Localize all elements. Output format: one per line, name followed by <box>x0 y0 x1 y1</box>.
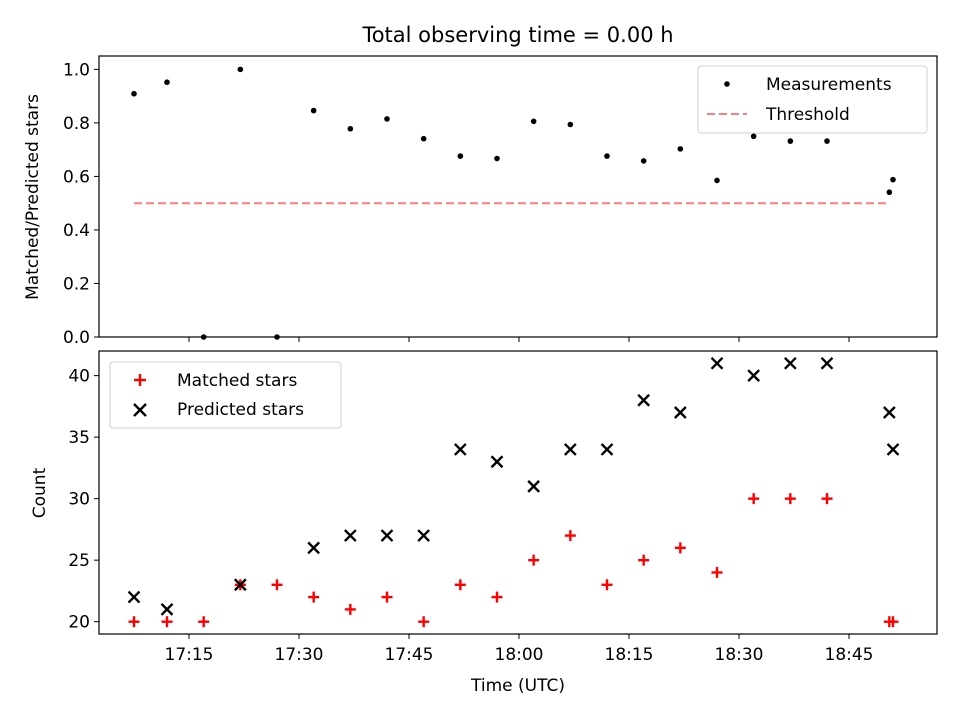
predicted-star-point <box>710 356 724 370</box>
top-y-tick-label: 0.4 <box>63 221 90 241</box>
predicted-star-point <box>563 443 577 456</box>
matched-star-point <box>887 616 899 628</box>
measurement-point <box>890 176 896 183</box>
bottom-y-tick-label: 25 <box>68 551 90 571</box>
measurement-point <box>714 177 720 184</box>
bottom-y-axis-label: Count <box>30 467 50 518</box>
matched-star-point <box>491 591 503 603</box>
measurement-point <box>604 153 610 159</box>
legend-measurements-label: Measurements <box>766 75 892 95</box>
legend-measurements-marker <box>724 81 730 87</box>
predicted-star-point <box>233 578 247 592</box>
measurement-point <box>640 158 647 164</box>
top-legend-frame <box>697 65 928 134</box>
predicted-star-point <box>600 443 614 456</box>
x-tick-label: 17:45 <box>385 645 434 665</box>
predicted-star-point <box>307 541 321 555</box>
top-y-tick-label: 0.6 <box>63 167 90 187</box>
measurement-point <box>164 79 170 86</box>
bottom-y-tick-label: 30 <box>68 490 90 510</box>
predicted-star-point <box>882 406 896 419</box>
predicted-star-point <box>343 529 357 542</box>
legend-predicted-marker <box>133 403 147 417</box>
measurement-point <box>886 189 893 196</box>
measurement-point <box>131 90 137 97</box>
matched-star-point <box>564 530 576 542</box>
bottom-y-tick-label: 40 <box>68 367 90 387</box>
measurement-point <box>347 125 354 132</box>
measurement-point <box>384 116 390 122</box>
x-tick-label: 18:00 <box>495 645 544 665</box>
chart-title: Total observing time = 0.00 h <box>361 23 673 47</box>
predicted-star-point <box>453 443 467 456</box>
top-y-tick-label: 1.0 <box>63 60 90 80</box>
matched-star-point <box>674 542 686 554</box>
matched-star-point <box>711 566 723 578</box>
measurement-point <box>420 135 427 142</box>
bottom-plot-area <box>127 356 900 628</box>
matched-star-point <box>748 493 760 505</box>
bottom-legend: Matched stars Predicted stars <box>109 361 342 429</box>
measurement-point <box>237 66 244 73</box>
measurement-point <box>567 121 574 128</box>
bottom-y-tick-label: 20 <box>68 613 90 633</box>
measurement-point <box>530 118 537 125</box>
x-tick-label: 17:15 <box>165 645 214 665</box>
matched-star-point <box>638 554 650 566</box>
measurement-point <box>310 107 317 114</box>
predicted-star-point <box>886 443 900 456</box>
matched-star-point <box>381 591 393 603</box>
matched-star-point <box>198 616 210 628</box>
matched-star-point <box>454 579 466 591</box>
matched-star-point <box>128 616 140 628</box>
x-axis-label: Time (UTC) <box>470 676 565 696</box>
legend-matched-label: Matched stars <box>177 371 297 391</box>
predicted-star-point <box>673 406 687 419</box>
x-tick-label: 18:15 <box>605 645 654 665</box>
bottom-y-tick-label: 35 <box>68 428 90 448</box>
matched-star-point <box>601 579 613 591</box>
bottom-axes-frame <box>98 350 938 635</box>
predicted-star-point <box>490 455 504 469</box>
matched-star-point <box>161 616 173 628</box>
matched-star-point <box>821 493 833 505</box>
top-y-tick-label: 0.0 <box>63 328 90 348</box>
measurement-point <box>750 133 757 140</box>
predicted-star-point <box>527 479 541 493</box>
predicted-star-point <box>637 393 651 407</box>
predicted-star-point <box>820 356 834 370</box>
x-tick-label: 18:30 <box>715 645 764 665</box>
x-tick-label: 17:30 <box>275 645 324 665</box>
predicted-star-point <box>417 529 431 542</box>
measurement-point <box>457 153 464 159</box>
top-plot-area <box>131 66 896 340</box>
matched-star-point <box>271 579 283 591</box>
measurement-point <box>677 146 684 152</box>
legend-predicted-label: Predicted stars <box>177 400 304 420</box>
matched-star-point <box>308 591 320 603</box>
predicted-star-point <box>783 356 797 370</box>
top-legend: Measurements Threshold <box>697 65 928 134</box>
measurement-point <box>824 138 830 144</box>
legend-matched-marker <box>134 374 146 386</box>
matched-star-point <box>344 603 356 615</box>
predicted-star-point <box>747 369 761 382</box>
bottom-legend-frame <box>109 361 342 429</box>
top-axes-frame <box>98 55 938 338</box>
predicted-star-point <box>160 603 174 616</box>
predicted-star-point <box>380 529 394 542</box>
matched-star-point <box>784 493 796 505</box>
x-tick-label: 18:45 <box>825 645 874 665</box>
top-y-tick-label: 0.2 <box>63 274 90 294</box>
top-y-tick-label: 0.8 <box>63 114 90 134</box>
matched-star-point <box>528 554 540 566</box>
matched-star-point <box>418 616 430 628</box>
measurement-point <box>494 155 500 162</box>
predicted-star-point <box>127 590 141 604</box>
measurement-point <box>787 138 794 144</box>
legend-threshold-label: Threshold <box>765 105 850 125</box>
top-y-axis-label: Matched/Predicted stars <box>23 94 43 300</box>
